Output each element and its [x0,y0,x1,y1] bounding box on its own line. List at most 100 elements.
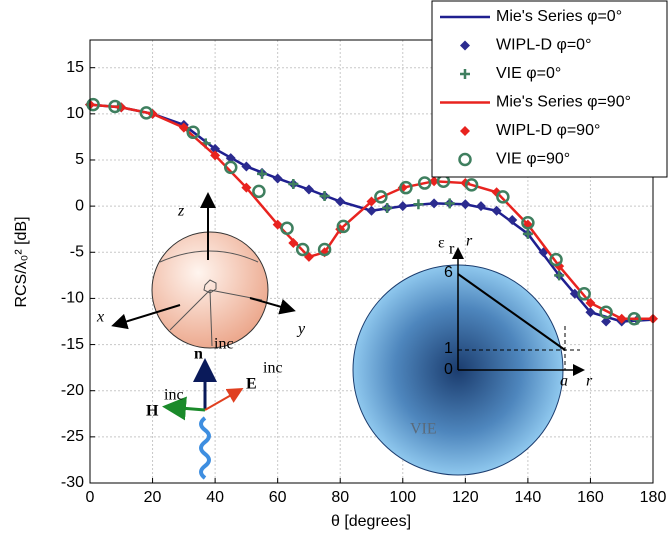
annotation: y [296,321,306,338]
marker [241,161,252,172]
annotation: inc [164,387,184,404]
legend: Mie's Series φ=0° WIPL-D φ=0° VIE φ=0° Mie'… [431,0,668,178]
legend-entry: VIE φ=90° [458,151,570,168]
marker [491,205,502,216]
marker [303,184,314,195]
graded-sphere-inset: ε r r 6 1 0 a r VIE [352,233,593,476]
annotation: r [449,241,455,258]
marker [585,298,596,309]
marker [522,228,533,239]
annotation: ε [438,235,445,252]
marker [429,198,440,209]
plot-frame [89,39,654,484]
legend-entry: WIPL-D φ=0° [460,37,591,54]
sphere-lines [159,250,263,347]
marker [257,168,268,179]
annotation: 1 [444,340,453,357]
marker [241,182,252,193]
marker [601,316,612,327]
marker [521,215,535,230]
annotation: n [194,346,203,363]
marker [554,270,565,281]
marker [186,125,200,140]
y-tick-label: -20 [61,382,84,399]
x-tick-label: 140 [515,489,542,506]
y-tick-label: 10 [66,105,84,122]
marker [288,178,299,189]
marker [108,99,122,114]
x-tick-label: 100 [389,489,416,506]
marker [616,313,627,324]
marker [475,201,486,212]
x-tick-label: 0 [86,489,95,506]
x-tick-label: 180 [640,489,667,506]
annotation: inc [214,336,234,353]
marker [336,219,351,234]
marker [252,184,266,199]
marker [397,201,408,212]
annotation: z [177,203,185,220]
marker [444,198,455,209]
legend-entry: Mie's Series φ=90° [440,94,631,111]
marker [317,242,332,257]
marker [549,252,563,267]
y-axis [249,297,296,315]
marker [139,106,154,120]
legend-label: WIPL-D φ=90° [496,122,600,139]
x-tick-label: 60 [269,489,287,506]
y-tick-label: -10 [61,290,84,307]
x-tick-label: 80 [331,489,349,506]
annotation: VIE [410,421,437,438]
marker [319,247,330,258]
marker [295,242,310,257]
x-tick-label: 120 [452,489,479,506]
x-axis-label: θ [degrees] [331,513,411,530]
annotation: r [586,373,593,390]
x-tick-label: 160 [577,489,604,506]
marker [366,196,377,207]
annotation: r [466,233,473,250]
annotation: 0 [444,361,453,378]
y-tick-label: -15 [61,336,84,353]
marker [460,40,470,51]
marker [382,202,393,213]
marker [224,160,238,175]
marker [496,190,510,204]
legend-entry: Mie's Series φ=0° [440,8,622,25]
profile-line [457,273,566,351]
y-tick-label: -30 [61,474,84,491]
y-tick-label: -5 [70,243,84,260]
marker [86,97,100,112]
legend-box [431,0,668,178]
legend-entry: WIPL-D φ=90° [460,122,600,139]
marker [280,221,294,236]
marker [577,287,591,301]
y-tick-label: 0 [75,197,84,214]
x-tick-label: 20 [144,489,162,506]
legend-label: VIE φ=0° [496,65,561,82]
marker [569,288,580,299]
marker [335,196,346,207]
marker [272,173,283,184]
marker [399,180,413,195]
annotation: x [96,309,104,326]
series-line [89,103,653,320]
marker [460,199,471,210]
x-axis [111,304,181,330]
x-tick-label: 40 [206,489,224,506]
legend-label: WIPL-D φ=0° [496,37,591,54]
legend-label: Mie's Series φ=90° [496,94,631,111]
wave [199,416,211,480]
legend-entry: VIE φ=0° [460,65,561,82]
marker [460,69,470,79]
y-tick-label: -25 [61,428,84,445]
annotation: 6 [444,264,453,281]
marker [460,126,470,136]
marker [210,143,221,154]
annotation: inc [263,360,283,377]
y-tick-label: 15 [66,59,84,76]
annotation: H [146,403,159,420]
y-tick-label: 5 [75,151,84,168]
marker [225,153,236,164]
plot-area: 0 20 40 60 80 100 120 140 160 180-30-25-20-15-10-… [61,40,667,506]
